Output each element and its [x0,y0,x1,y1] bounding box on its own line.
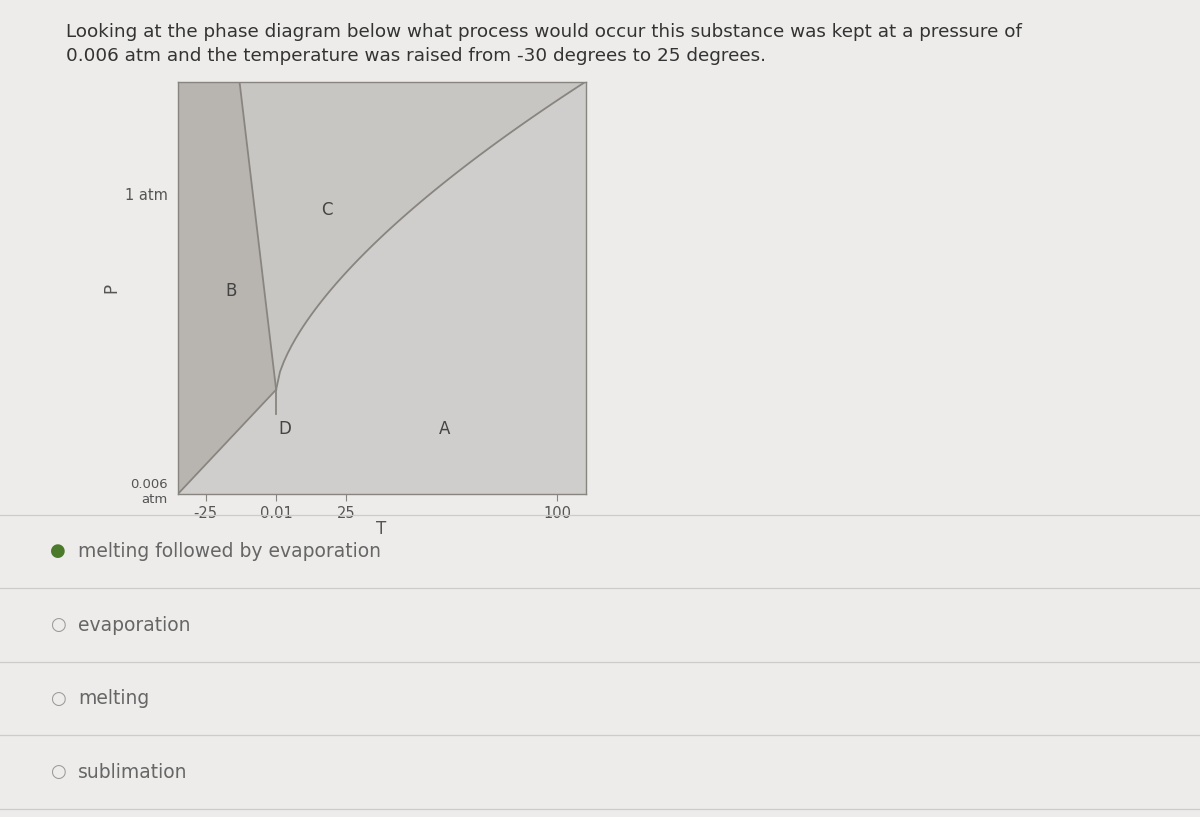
Text: 0.006 atm and the temperature was raised from -30 degrees to 25 degrees.: 0.006 atm and the temperature was raised… [66,47,766,65]
Text: B: B [226,282,236,300]
Text: D: D [278,419,290,438]
Text: evaporation: evaporation [78,615,191,635]
Text: P: P [103,283,120,293]
Polygon shape [178,82,586,494]
Polygon shape [240,82,586,390]
Text: 1 atm: 1 atm [125,188,168,203]
Text: sublimation: sublimation [78,762,187,782]
Text: melting: melting [78,689,149,708]
Text: A: A [439,419,450,438]
Text: ○: ○ [49,763,66,781]
Text: Looking at the phase diagram below what process would occur this substance was k: Looking at the phase diagram below what … [66,23,1022,41]
Text: ○: ○ [49,616,66,634]
Text: melting followed by evaporation: melting followed by evaporation [78,542,382,561]
Text: ●: ● [49,542,66,560]
Polygon shape [178,82,276,494]
Text: 0.006
atm: 0.006 atm [131,479,168,507]
Text: C: C [320,201,332,219]
Text: T: T [377,520,386,538]
Text: ○: ○ [49,690,66,708]
